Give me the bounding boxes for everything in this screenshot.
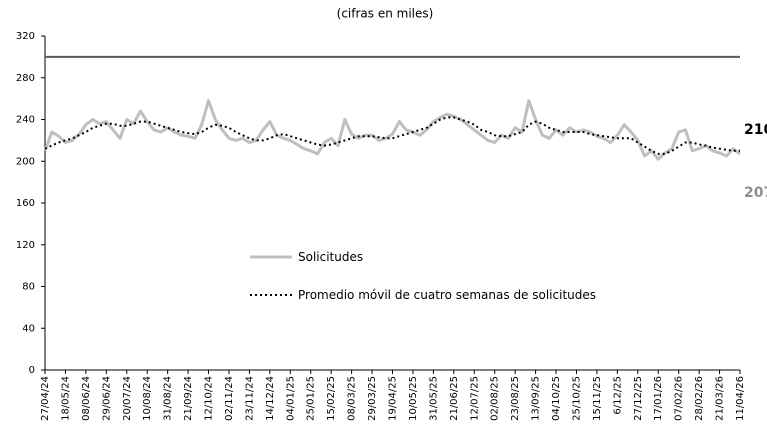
x-tick-label: 11/04/26 [735,376,746,421]
x-tick-label: 31/08/24 [163,376,174,421]
x-tick-label: 6/12/25 [612,376,623,415]
x-tick-label: 08/06/24 [81,376,92,421]
y-tick-label: 160 [16,198,35,209]
x-tick-label: 15/02/25 [326,376,337,421]
x-tick-label: 27/04/24 [40,376,51,421]
x-tick-label: 08/03/25 [347,376,358,421]
x-tick-label: 12/10/24 [204,376,215,421]
legend-label: Promedio móvil de cuatro semanas de soli… [298,288,597,302]
x-tick-label: 28/02/26 [694,376,705,421]
end-label: 210 [744,122,767,138]
x-tick-label: 13/09/25 [531,376,542,421]
x-tick-label: 19/04/25 [388,376,399,421]
y-tick-label: 0 [29,365,35,376]
x-tick-label: 18/05/24 [60,376,71,421]
x-tick-label: 12/07/25 [469,376,480,421]
x-tick-label: 17/01/26 [653,376,664,421]
x-tick-label: 25/10/25 [571,376,582,421]
end-label: 207 [744,185,767,201]
y-tick-label: 120 [16,240,35,251]
y-tick-label: 280 [16,73,35,84]
x-tick-label: 25/01/25 [306,376,317,421]
y-tick-label: 40 [22,323,35,334]
series-line [43,99,741,161]
x-tick-label: 31/05/25 [428,376,439,421]
x-tick-label: 02/08/25 [490,376,501,421]
x-tick-label: 23/08/25 [510,376,521,421]
x-tick-label: 21/09/24 [183,376,194,421]
legend-label: Solicitudes [298,250,364,264]
y-tick-label: 200 [16,156,35,167]
x-tick-label: 10/08/24 [142,376,153,421]
chart-subtitle: (cifras en miles) [337,7,434,21]
x-tick-label: 04/01/25 [285,376,296,421]
x-tick-label: 02/11/24 [224,376,235,421]
x-tick-label: 29/03/25 [367,376,378,421]
y-tick-label: 80 [22,282,35,293]
x-tick-label: 14/12/24 [265,376,276,421]
x-tick-label: 10/05/25 [408,376,419,421]
y-tick-label: 240 [16,115,35,126]
x-tick-label: 20/07/24 [122,376,133,421]
x-tick-label: 27/12/25 [633,376,644,421]
x-tick-label: 29/06/24 [101,376,112,421]
x-tick-label: 21/03/26 [715,376,726,421]
x-tick-label: 07/02/26 [674,376,685,421]
x-tick-label: 23/11/24 [244,376,255,421]
x-tick-label: 15/11/25 [592,376,603,421]
y-tick-label: 320 [16,31,35,42]
x-tick-label: 21/06/25 [449,376,460,421]
x-tick-label: 04/10/25 [551,376,562,421]
